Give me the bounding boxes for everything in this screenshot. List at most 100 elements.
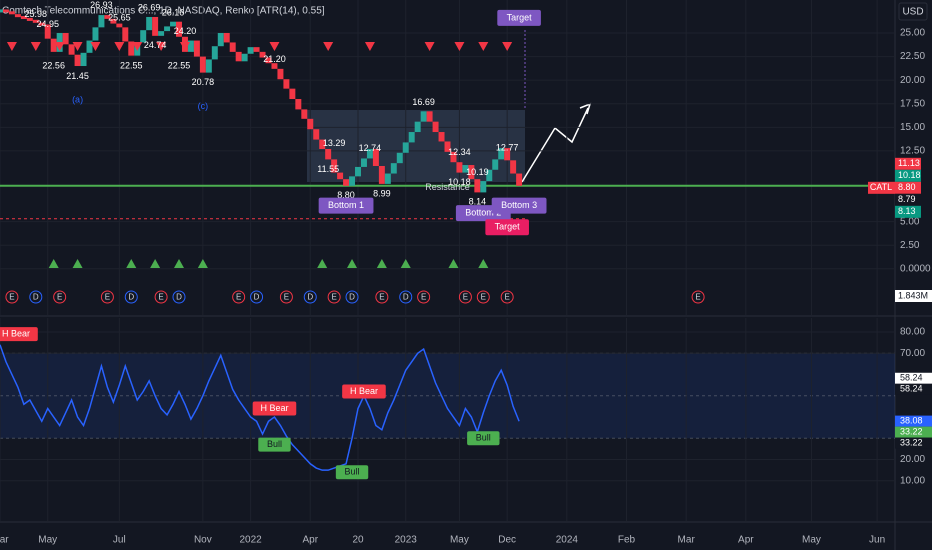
renko-brick [319, 139, 326, 150]
buy-signal [317, 259, 328, 268]
renko-brick [176, 21, 182, 37]
price-tag [895, 205, 921, 218]
x-tick-label: 2022 [239, 535, 262, 546]
renko-brick [128, 41, 135, 56]
renko-brick [0, 9, 3, 13]
renko-brick [140, 30, 147, 43]
renko-brick [444, 141, 451, 152]
price-tag-label: 8.13 [898, 206, 916, 216]
pivot-label: 22.55 [168, 60, 191, 70]
event-label: D [128, 293, 134, 302]
y-tick-label: 0.0000 [900, 263, 931, 274]
renko-brick [164, 26, 171, 32]
price-tag [895, 169, 921, 182]
annotation-box [318, 197, 374, 214]
pivot-label: 24.95 [36, 19, 59, 29]
event-label: E [379, 293, 384, 302]
buy-signal [174, 259, 184, 268]
annotation-box [491, 197, 547, 214]
event-marker [458, 290, 472, 304]
event-marker [5, 290, 19, 304]
buy-signal [197, 259, 208, 268]
event-marker [100, 290, 114, 304]
annotation-label: Bottom 3 [501, 200, 537, 210]
pivot-label: 8.80 [337, 190, 355, 200]
signal-label: Bull [267, 439, 282, 449]
renko-brick [50, 38, 57, 52]
rsi-line [0, 344, 520, 471]
event-marker [375, 290, 389, 304]
renko-brick [504, 148, 511, 161]
renko-brick [378, 165, 385, 184]
buy-signal [72, 259, 83, 268]
x-tick-label: Nov [194, 535, 212, 546]
x-tick-label: May [802, 535, 821, 546]
pivot-label: 21.45 [66, 71, 89, 81]
event-marker [345, 290, 359, 304]
x-tick-label: Jun [869, 535, 885, 546]
event-marker [691, 290, 705, 304]
rsi-tag [895, 415, 932, 427]
price-tag-label: 8.80 [898, 182, 916, 192]
sell-signal [364, 42, 375, 51]
volume-tag: 1.843M [898, 290, 928, 300]
pivot-label: 10.18 [448, 177, 471, 187]
renko-brick [283, 79, 290, 89]
x-tick-label: 20 [352, 535, 364, 546]
price-tag [895, 157, 921, 170]
event-marker [124, 290, 138, 304]
renko-brick [337, 172, 344, 180]
event-label: E [9, 293, 14, 302]
event-marker [232, 290, 246, 304]
currency-box[interactable] [898, 2, 928, 21]
renko-brick [265, 57, 272, 64]
renko-brick [80, 52, 87, 67]
rsi-tag-label: 33.22 [900, 437, 923, 447]
x-tick-label: Feb [618, 535, 636, 546]
renko-brick [396, 152, 403, 164]
pivot-label: 12.34 [448, 147, 471, 157]
event-marker [399, 290, 413, 304]
renko-brick [450, 151, 457, 163]
event-label: E [158, 293, 163, 302]
y-tick-label: 17.50 [900, 98, 925, 109]
signal-label: Bull [476, 433, 491, 443]
price-tag [895, 193, 921, 206]
buy-signal [48, 259, 59, 268]
renko-brick [498, 148, 505, 160]
renko-brick [223, 33, 230, 43]
rsi-tag-label: 58.24 [900, 373, 923, 383]
sell-signal [424, 42, 435, 51]
signal-label: Bull [345, 467, 360, 477]
renko-brick [211, 46, 218, 60]
pivot-label: 22.55 [120, 60, 143, 70]
pivot-label: 25.98 [25, 9, 48, 19]
ticker-box [868, 181, 895, 194]
renko-brick [366, 149, 373, 159]
event-label: E [463, 293, 468, 302]
renko-brick [8, 11, 15, 15]
sell-signal [30, 42, 41, 51]
event-marker [417, 290, 431, 304]
resistance-label: Resistance [425, 182, 470, 192]
renko-brick [193, 40, 200, 57]
pivot-label: 20.78 [192, 77, 215, 87]
x-tick-label: 2023 [395, 535, 418, 546]
y-tick-label: 20.00 [900, 75, 925, 86]
pivot-label: 26.69 [138, 2, 161, 12]
pivot-label: 8.99 [373, 188, 391, 198]
y-tick-label: 70.00 [900, 348, 925, 359]
x-tick-label: 2024 [556, 535, 579, 546]
x-tick-label: Apr [738, 535, 754, 546]
y-tick-label: 80.00 [900, 327, 925, 338]
rsi-tag-label: 58.24 [900, 384, 923, 394]
sell-signal [323, 42, 334, 51]
event-label: D [403, 293, 409, 302]
signal-box [252, 401, 297, 416]
renko-brick [2, 9, 9, 13]
pivot-label: 26.16 [162, 7, 185, 17]
renko-brick [325, 149, 332, 160]
event-label: E [236, 293, 241, 302]
sell-signal [502, 42, 513, 51]
